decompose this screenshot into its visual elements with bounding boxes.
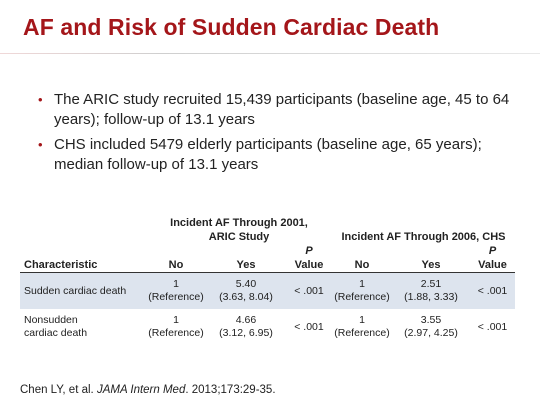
aric-no-cell: 1 (Reference) [148, 314, 204, 339]
chs-p-cell: < .001 [470, 272, 515, 309]
bullet-dot-icon: • [38, 92, 43, 107]
chs-yes-cell: 3.55 (2.97, 4.25) [404, 314, 458, 339]
chs-yes-header: Yes [392, 244, 470, 273]
aric-no-header: No [146, 244, 206, 273]
column-header-row: Characteristic No Yes P Value No Yes P V… [20, 244, 515, 273]
aric-group-header: Incident AF Through 2001, ARIC Study [170, 217, 308, 243]
chs-no-cell: 1 (Reference) [332, 272, 392, 309]
chs-yes-cell: 2.51 (1.88, 3.33) [392, 272, 470, 309]
bullet-text: CHS included 5479 elderly participants (… [54, 136, 482, 173]
chs-no-header: No [332, 244, 392, 273]
aric-yes-header: Yes [206, 244, 286, 273]
row-characteristic: Nonsudden cardiac death [24, 314, 88, 339]
aric-yes-cell: 5.40 (3.63, 8.04) [206, 272, 286, 309]
chs-no-cell: 1 (Reference) [334, 314, 390, 339]
results-table: Incident AF Through 2001, ARIC Study Inc… [20, 216, 515, 345]
group-header-row: Incident AF Through 2001, ARIC Study Inc… [20, 216, 515, 244]
chs-p-value-header: P Value [470, 244, 515, 273]
aric-p-cell: < .001 [294, 320, 324, 333]
bullet-text: The ARIC study recruited 15,439 particip… [54, 91, 510, 128]
aric-yes-cell: 4.66 (3.12, 6.95) [219, 314, 273, 339]
citation: Chen LY, et al. JAMA Intern Med. 2013;17… [20, 384, 276, 396]
characteristic-header: Characteristic [20, 244, 146, 273]
aric-p-cell: < .001 [286, 272, 332, 309]
bullet-item: • CHS included 5479 elderly participants… [38, 135, 518, 175]
table-row: Nonsudden cardiac death 1 (Reference) 4.… [20, 309, 515, 345]
title-divider [0, 53, 540, 54]
bullet-list: • The ARIC study recruited 15,439 partic… [38, 90, 518, 180]
row-characteristic: Sudden cardiac death [20, 272, 146, 309]
bullet-dot-icon: • [38, 137, 43, 152]
chs-group-header: Incident AF Through 2006, CHS [341, 231, 506, 243]
slide-title: AF and Risk of Sudden Cardiac Death [23, 14, 440, 40]
bullet-item: • The ARIC study recruited 15,439 partic… [38, 90, 518, 130]
chs-p-cell: < .001 [477, 320, 508, 333]
aric-no-cell: 1 (Reference) [146, 272, 206, 309]
table-row: Sudden cardiac death 1 (Reference) 5.40 … [20, 272, 515, 309]
aric-p-value-header: P Value [286, 244, 332, 273]
